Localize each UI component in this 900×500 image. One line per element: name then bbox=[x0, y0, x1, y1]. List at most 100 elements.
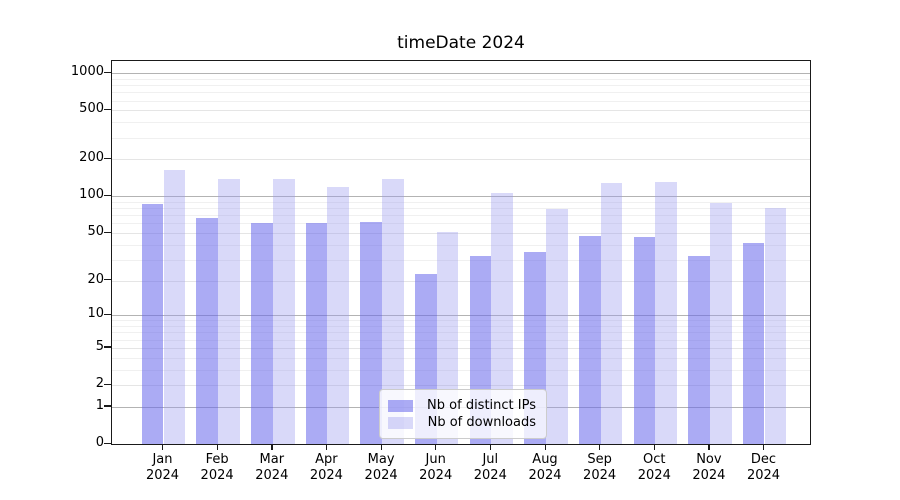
x-tick-label-sep: Sep 2024 bbox=[583, 452, 617, 483]
y-gridline-minor-300 bbox=[112, 137, 810, 139]
x-tick-mark-jun bbox=[435, 444, 437, 450]
y-tick-mark-5 bbox=[104, 346, 111, 348]
y-tick-label-10: 10 bbox=[87, 306, 104, 322]
y-tick-mark-50 bbox=[104, 231, 111, 233]
x-tick-mark-dec bbox=[763, 444, 765, 450]
x-tick-label-nov: Nov 2024 bbox=[692, 452, 726, 483]
bar-ips-sep bbox=[578, 236, 601, 444]
y-tick-mark-20 bbox=[104, 279, 111, 281]
downloads-swatch-icon bbox=[388, 416, 413, 429]
bar-downloads-apr bbox=[327, 186, 350, 444]
y-gridline-500 bbox=[112, 110, 810, 112]
x-tick-mark-mar bbox=[271, 444, 273, 450]
y-tick-label-20: 20 bbox=[87, 271, 104, 287]
x-tick-mark-feb bbox=[216, 444, 218, 450]
bar-ips-may bbox=[360, 221, 383, 444]
x-tick-label-jan: Jan 2024 bbox=[145, 452, 180, 483]
y-gridline-minor-70 bbox=[112, 215, 810, 217]
x-tick-label-mar: Mar 2024 bbox=[255, 452, 289, 483]
y-gridline-minor-800 bbox=[112, 85, 810, 87]
x-tick-mark-jan bbox=[162, 444, 164, 450]
y-gridline-minor-700 bbox=[112, 92, 810, 94]
bar-downloads-jan bbox=[163, 170, 186, 444]
legend-label-downloads: Nb of downloads bbox=[427, 415, 536, 430]
y-tick-mark-100 bbox=[104, 194, 111, 197]
bar-downloads-feb bbox=[218, 179, 240, 444]
bar-ips-feb bbox=[196, 218, 219, 444]
x-tick-label-jul: Jul 2024 bbox=[473, 452, 507, 483]
bar-downloads-jul bbox=[491, 193, 514, 444]
legend-item-downloads: Nb of downloads bbox=[388, 414, 536, 431]
y-gridline-200 bbox=[112, 159, 810, 161]
y-tick-label-2: 2 bbox=[95, 376, 104, 392]
y-tick-label-100: 100 bbox=[79, 187, 104, 203]
y-gridline-minor-400 bbox=[112, 122, 810, 124]
y-tick-mark-1000 bbox=[104, 71, 111, 74]
y-tick-mark-500 bbox=[104, 108, 111, 111]
bar-ips-dec bbox=[742, 243, 765, 444]
bar-downloads-may bbox=[382, 178, 404, 444]
bar-downloads-mar bbox=[272, 179, 295, 444]
y-gridline-minor-6 bbox=[112, 339, 810, 341]
legend: Nb of distinct IPs Nb of downloads bbox=[379, 389, 547, 439]
x-tick-mark-apr bbox=[325, 444, 328, 450]
x-tick-label-feb: Feb 2024 bbox=[200, 452, 234, 483]
y-gridline-5 bbox=[112, 347, 810, 349]
bar-ips-nov bbox=[688, 256, 710, 444]
y-tick-label-1: 1 bbox=[95, 397, 104, 413]
bar-downloads-dec bbox=[764, 208, 787, 444]
x-tick-label-jun: Jun 2024 bbox=[419, 452, 453, 483]
y-gridline-100 bbox=[112, 196, 810, 198]
x-tick-mark-sep bbox=[599, 444, 601, 450]
bar-downloads-sep bbox=[600, 182, 623, 444]
y-tick-mark-2 bbox=[104, 383, 111, 385]
x-tick-label-may: May 2024 bbox=[364, 452, 398, 483]
y-gridline-minor-900 bbox=[112, 78, 810, 80]
bar-downloads-nov bbox=[709, 203, 732, 444]
y-gridline-10 bbox=[112, 315, 810, 317]
legend-item-distinct-ips: Nb of distinct IPs bbox=[388, 397, 536, 414]
y-tick-mark-0 bbox=[104, 442, 111, 444]
y-tick-label-5: 5 bbox=[95, 338, 104, 354]
x-tick-label-apr: Apr 2024 bbox=[309, 452, 343, 483]
y-gridline-minor-80 bbox=[112, 208, 810, 210]
bar-downloads-oct bbox=[655, 181, 678, 444]
bar-ips-jan bbox=[141, 204, 164, 444]
y-gridline-minor-90 bbox=[112, 202, 810, 203]
y-tick-mark-1 bbox=[104, 405, 111, 407]
y-tick-label-1000: 1000 bbox=[70, 64, 104, 80]
x-tick-label-aug: Aug 2024 bbox=[528, 452, 562, 483]
bar-ips-mar bbox=[251, 222, 273, 444]
x-tick-mark-aug bbox=[544, 444, 546, 450]
bar-ips-oct bbox=[633, 237, 656, 444]
y-tick-label-200: 200 bbox=[79, 150, 104, 166]
y-tick-mark-10 bbox=[104, 313, 111, 316]
y-tick-mark-200 bbox=[104, 157, 111, 160]
y-tick-label-50: 50 bbox=[87, 224, 104, 239]
y-tick-label-0: 0 bbox=[95, 435, 104, 450]
x-tick-mark-nov bbox=[708, 444, 710, 450]
y-tick-label-500: 500 bbox=[79, 101, 104, 117]
x-tick-mark-may bbox=[380, 444, 382, 450]
y-gridline-minor-7 bbox=[112, 332, 810, 334]
y-gridline-2 bbox=[112, 385, 810, 387]
y-gridline-minor-3 bbox=[112, 369, 810, 371]
y-gridline-20 bbox=[112, 280, 810, 282]
y-gridline-minor-4 bbox=[112, 357, 810, 359]
bar-ips-apr bbox=[305, 222, 328, 444]
y-gridline-minor-600 bbox=[112, 100, 810, 102]
x-tick-label-oct: Oct 2024 bbox=[637, 452, 671, 483]
y-gridline-50 bbox=[112, 233, 810, 234]
y-gridline-minor-40 bbox=[112, 244, 810, 246]
bar-downloads-aug bbox=[546, 208, 568, 444]
plot-area: Nb of distinct IPs Nb of downloads bbox=[111, 60, 811, 445]
x-tick-mark-jul bbox=[489, 444, 492, 450]
y-gridline-minor-60 bbox=[112, 223, 810, 225]
x-tick-mark-oct bbox=[653, 444, 656, 450]
chart-title: timeDate 2024 bbox=[397, 33, 525, 53]
y-gridline-minor-8 bbox=[112, 326, 810, 328]
distinct-ips-swatch-icon bbox=[388, 399, 413, 412]
y-gridline-minor-9 bbox=[112, 320, 810, 322]
x-tick-label-dec: Dec 2024 bbox=[746, 452, 781, 483]
